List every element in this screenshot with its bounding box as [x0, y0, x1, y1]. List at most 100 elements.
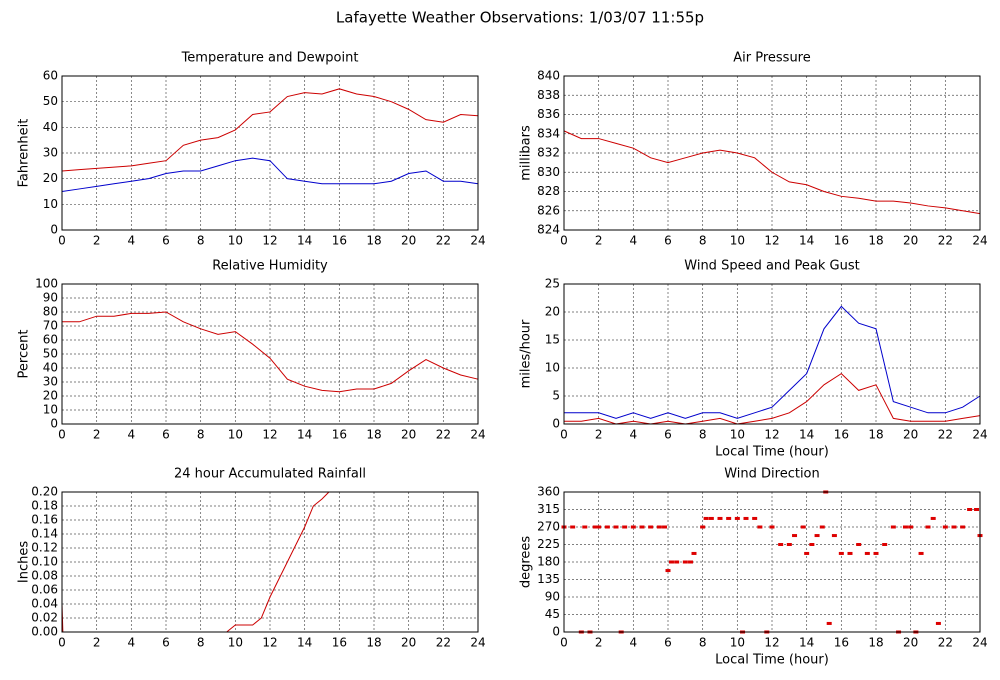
x-tick-label: 18: [366, 234, 381, 248]
data-point: [604, 525, 610, 529]
x-tick-label: 16: [834, 636, 849, 650]
y-tick-label: 824: [537, 223, 560, 237]
x-tick-label: 14: [297, 234, 312, 248]
data-point: [974, 508, 980, 511]
data-point: [682, 560, 688, 564]
plot-frame: [61, 283, 479, 425]
y-tick-label: 10: [545, 361, 560, 375]
data-point: [757, 525, 763, 529]
data-point: [630, 525, 636, 529]
x-tick-label: 8: [699, 234, 707, 248]
x-tick-label: 20: [401, 428, 416, 442]
x-tick-label: 2: [93, 636, 101, 650]
y-tick-label: 0: [552, 417, 560, 431]
y-tick-label: 40: [43, 361, 58, 375]
data-point: [890, 525, 896, 529]
data-line: [564, 305, 981, 419]
x-tick-label: 12: [262, 234, 277, 248]
data-point: [648, 525, 654, 529]
x-tick-label: 4: [128, 636, 136, 650]
y-tick-label: 30: [43, 146, 58, 160]
data-point: [935, 621, 941, 625]
y-tick-label: 836: [537, 107, 560, 121]
x-tick-label: 8: [699, 636, 707, 650]
plot-frame: [61, 75, 479, 231]
data-point: [804, 551, 810, 555]
data-point: [918, 551, 924, 555]
data-line: [563, 130, 981, 215]
x-tick-label: 6: [664, 636, 672, 650]
y-tick-label: 0: [50, 223, 58, 237]
y-tick-label: 0.00: [31, 625, 58, 639]
data-point: [613, 525, 619, 529]
data-point: [882, 543, 888, 546]
data-point: [700, 525, 706, 529]
y-tick-label: 0: [552, 625, 560, 639]
x-tick-label: 4: [630, 234, 638, 248]
x-tick-label: 14: [297, 636, 312, 650]
y-tick-label: 830: [537, 165, 560, 179]
data-point: [734, 516, 740, 520]
y-tick-label: 135: [537, 572, 560, 586]
x-tick-label: 16: [834, 428, 849, 442]
x-tick-label: 2: [595, 234, 603, 248]
x-tick-label: 14: [799, 428, 814, 442]
x-tick-label: 18: [868, 428, 883, 442]
y-tick-label: 828: [537, 184, 560, 198]
data-point: [847, 551, 853, 555]
x-tick-label: 12: [764, 428, 779, 442]
chart-title: Relative Humidity: [212, 259, 328, 274]
data-point: [582, 525, 588, 529]
x-tick-label: 10: [730, 234, 745, 248]
data-point: [908, 525, 914, 529]
y-tick-label: 50: [43, 347, 58, 361]
x-tick-label: 8: [197, 428, 205, 442]
x-tick-label: 12: [262, 636, 277, 650]
x-tick-label: 10: [228, 636, 243, 650]
x-tick-label: 20: [401, 636, 416, 650]
y-axis-label: Percent: [17, 330, 32, 379]
data-point: [778, 543, 784, 546]
y-tick-label: 60: [43, 69, 58, 83]
y-axis-label: degrees: [519, 536, 534, 589]
y-tick-label: 20: [545, 305, 560, 319]
x-tick-label: 0: [58, 234, 66, 248]
data-point: [596, 525, 602, 529]
y-tick-label: 826: [537, 203, 560, 217]
y-tick-label: 0.08: [31, 569, 58, 583]
y-tick-label: 10: [43, 403, 58, 417]
y-tick-label: 270: [537, 520, 560, 534]
y-tick-label: 100: [35, 277, 58, 291]
x-tick-label: 0: [560, 636, 568, 650]
x-tick-label: 20: [903, 636, 918, 650]
data-point: [674, 560, 680, 564]
data-point: [809, 543, 815, 546]
data-point: [930, 516, 936, 520]
plot-frame: [563, 283, 981, 425]
x-tick-label: 10: [228, 428, 243, 442]
data-point: [826, 621, 832, 625]
x-tick-label: 6: [664, 234, 672, 248]
data-point: [792, 534, 798, 538]
x-tick-label: 6: [162, 428, 170, 442]
data-point: [752, 516, 758, 520]
x-tick-label: 18: [868, 636, 883, 650]
plot-frame: [61, 491, 479, 633]
data-point: [942, 525, 948, 529]
x-tick-label: 22: [938, 428, 953, 442]
plot-frame: [563, 491, 981, 633]
x-tick-label: 2: [93, 234, 101, 248]
data-point: [726, 516, 732, 520]
y-tick-label: 40: [43, 120, 58, 134]
data-point: [688, 560, 694, 564]
x-tick-label: 2: [595, 428, 603, 442]
data-point: [800, 525, 806, 529]
data-point: [703, 516, 709, 520]
data-point: [786, 543, 792, 546]
x-tick-label: 22: [938, 636, 953, 650]
x-tick-label: 16: [332, 636, 347, 650]
x-tick-label: 24: [470, 428, 485, 442]
y-tick-label: 838: [537, 88, 560, 102]
y-tick-label: 840: [537, 69, 560, 83]
